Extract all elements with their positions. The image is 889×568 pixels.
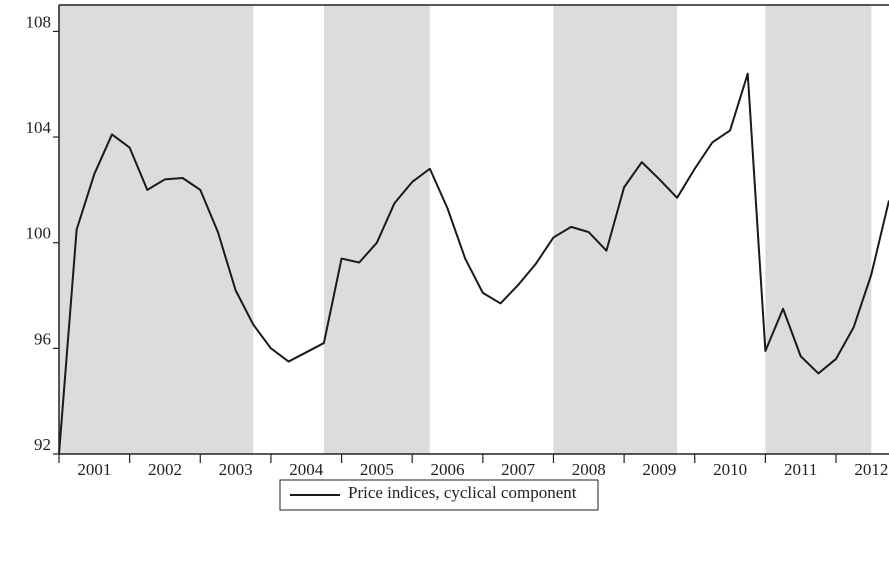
- x-tick-label: 2004: [289, 460, 324, 479]
- shaded-region: [59, 5, 254, 454]
- x-tick-label: 2008: [572, 460, 606, 479]
- x-tick-label: 2005: [360, 460, 394, 479]
- plot: [58, 72, 889, 455]
- x-tick-label: 2006: [431, 460, 465, 479]
- line-series: [58, 72, 889, 455]
- y-tick-label: 108: [26, 12, 52, 31]
- x-tick-label: 2010: [713, 460, 747, 479]
- x-tick-label: 2003: [219, 460, 253, 479]
- x-tick-label: 2011: [784, 460, 817, 479]
- shaded-regions: [59, 5, 872, 454]
- shaded-region: [323, 5, 430, 454]
- x-tick-label: 2002: [148, 460, 182, 479]
- legend: Price indices, cyclical component: [279, 479, 599, 511]
- legend-label: Price indices, cyclical component: [348, 483, 577, 502]
- x-tick-label: 2012: [854, 460, 888, 479]
- y-tick-label: 92: [34, 435, 51, 454]
- y-tick-label: 100: [26, 224, 52, 243]
- x-tick-label: 2007: [501, 460, 536, 479]
- x-tick-label: 2001: [77, 460, 111, 479]
- x-tick-label: 2009: [642, 460, 676, 479]
- y-tick-label: 96: [34, 329, 51, 348]
- shaded-region: [765, 5, 872, 454]
- y-tick-label: 104: [26, 118, 52, 137]
- shaded-region: [553, 5, 678, 454]
